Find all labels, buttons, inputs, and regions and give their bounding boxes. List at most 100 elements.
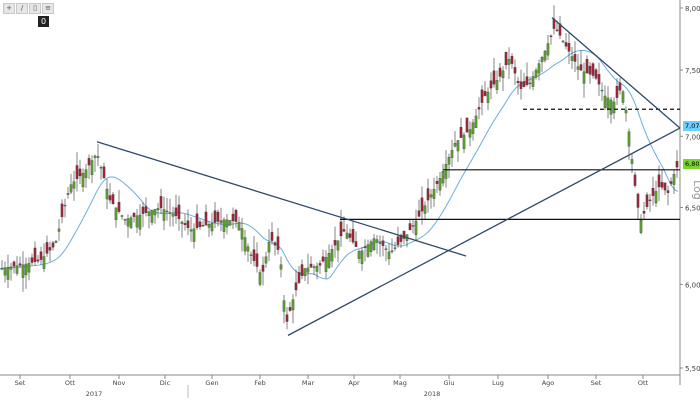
candle-up bbox=[264, 256, 268, 264]
candle-up bbox=[450, 149, 454, 158]
candle-down bbox=[321, 256, 325, 262]
candle-down bbox=[588, 65, 592, 75]
candle-down bbox=[342, 229, 346, 232]
candle-down bbox=[573, 54, 577, 62]
candle-down bbox=[18, 263, 22, 266]
candle-down bbox=[273, 242, 277, 246]
x-tick-label: Ott bbox=[638, 379, 649, 387]
candle-up bbox=[153, 209, 157, 216]
candle-down bbox=[669, 181, 673, 184]
menu-icon[interactable]: ≡ bbox=[42, 3, 54, 14]
x-tick-label: Mar bbox=[302, 379, 315, 387]
x-tick-label: Ott bbox=[65, 379, 76, 387]
candle-down bbox=[498, 67, 502, 77]
candle-down bbox=[459, 126, 463, 138]
candle-up bbox=[99, 167, 103, 169]
candle-down bbox=[435, 181, 439, 184]
candle-up bbox=[486, 91, 490, 103]
candle-down bbox=[615, 86, 619, 98]
candle-up bbox=[165, 210, 169, 213]
x-tick-label: Set bbox=[591, 379, 602, 387]
candle-down bbox=[288, 307, 292, 311]
candle-up bbox=[441, 171, 445, 184]
candle-down bbox=[564, 42, 568, 47]
candle-up bbox=[27, 263, 31, 273]
candle-up bbox=[171, 213, 175, 217]
candle-up bbox=[96, 156, 100, 158]
price-tag-ma: 7,0748 bbox=[683, 121, 700, 132]
candle-down bbox=[48, 247, 52, 251]
x-tick-label: Giu bbox=[444, 379, 455, 387]
candle-up bbox=[345, 232, 349, 239]
candle-down bbox=[348, 233, 352, 238]
y-tick-label: 8,00 bbox=[685, 5, 700, 13]
candle-down bbox=[426, 188, 430, 201]
candle-up bbox=[531, 76, 535, 87]
candle-up bbox=[495, 80, 499, 90]
candle-down bbox=[108, 195, 112, 201]
candle-down bbox=[633, 174, 637, 186]
candle-up bbox=[603, 95, 607, 108]
candle-up bbox=[453, 143, 457, 147]
candle-up bbox=[15, 265, 19, 274]
candle-down bbox=[177, 204, 181, 220]
candle-down bbox=[591, 63, 595, 76]
candle-up bbox=[249, 254, 253, 256]
candle-down bbox=[657, 174, 661, 188]
candle-up bbox=[621, 91, 625, 103]
candle-up bbox=[366, 244, 370, 257]
candle-down bbox=[102, 166, 106, 179]
count-badge: 0 bbox=[38, 16, 49, 27]
candle-up bbox=[468, 129, 472, 138]
x-tick-label: Mag bbox=[393, 379, 407, 387]
candle-down bbox=[33, 247, 37, 262]
candle-up bbox=[672, 174, 676, 185]
candle-down bbox=[525, 76, 529, 86]
candle-up bbox=[279, 264, 283, 270]
x-tick-label: Feb bbox=[254, 379, 266, 387]
candle-up bbox=[306, 267, 310, 273]
candle-down bbox=[231, 213, 235, 222]
candle-down bbox=[516, 80, 520, 84]
candle-down bbox=[51, 242, 55, 248]
candle-up bbox=[360, 250, 364, 264]
candle-up bbox=[612, 101, 616, 114]
candle-up bbox=[600, 89, 604, 92]
candle-down bbox=[183, 223, 187, 226]
candle-down bbox=[489, 80, 493, 89]
candle-up bbox=[6, 267, 10, 280]
candle-up bbox=[90, 160, 94, 175]
candle-up bbox=[228, 220, 232, 226]
candle-up bbox=[534, 69, 538, 78]
candle-up bbox=[147, 211, 151, 216]
candle-down bbox=[141, 206, 145, 214]
draw-line-icon[interactable]: / bbox=[16, 3, 28, 14]
candle-up bbox=[432, 189, 436, 199]
candle-up bbox=[312, 266, 316, 268]
candle-up bbox=[156, 208, 160, 211]
candle-up bbox=[630, 159, 634, 164]
candle-down bbox=[477, 107, 481, 110]
candle-up bbox=[447, 156, 451, 165]
candle-up bbox=[138, 214, 142, 230]
candle-up bbox=[126, 218, 130, 227]
y-tick-label: 7,00 bbox=[685, 133, 700, 141]
zoom-in-icon[interactable]: + bbox=[3, 3, 15, 14]
candle-up bbox=[429, 194, 433, 198]
candle-down bbox=[510, 55, 514, 64]
candle-up bbox=[543, 50, 547, 61]
candle-up bbox=[240, 228, 244, 240]
candle-down bbox=[399, 234, 403, 242]
candle-down bbox=[381, 240, 385, 246]
candle-up bbox=[369, 241, 373, 253]
candle-down bbox=[252, 249, 256, 261]
candle-down bbox=[78, 168, 82, 177]
candle-down bbox=[585, 59, 589, 74]
candle-up bbox=[54, 240, 58, 243]
chart-type-icon[interactable]: ▯ bbox=[29, 3, 41, 14]
candle-down bbox=[504, 51, 508, 66]
candle-up bbox=[57, 228, 61, 232]
candle-up bbox=[123, 219, 127, 221]
candle-down bbox=[285, 314, 289, 322]
